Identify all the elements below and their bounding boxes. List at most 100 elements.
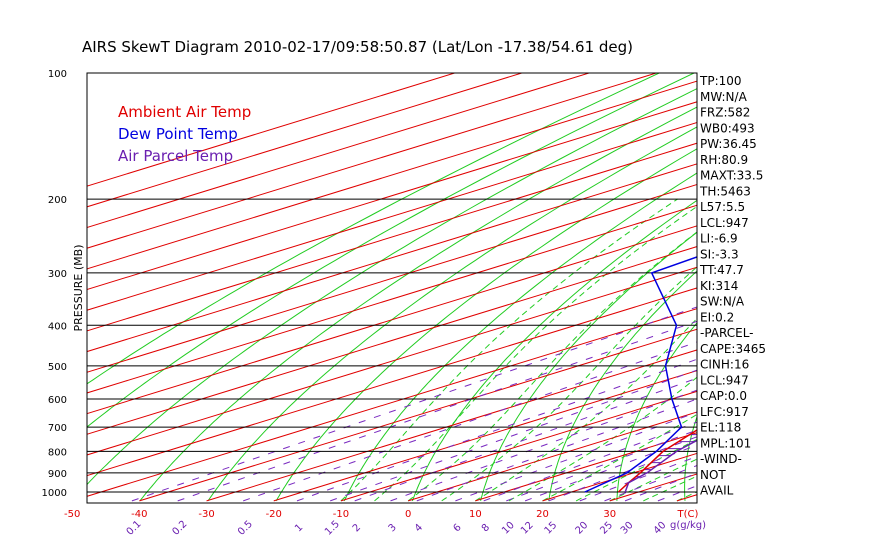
moist-adiabat-line — [508, 376, 697, 502]
mixing-ratio-line — [330, 369, 697, 502]
dry-adiabat-line — [343, 172, 697, 502]
pressure-tick-label: 500 — [48, 362, 67, 373]
mixing-ratio-label: 6 — [451, 522, 463, 534]
y-axis-label: PRESSURE (MB) — [72, 245, 85, 332]
dry-adiabat-line — [411, 199, 697, 502]
isotherm-line — [87, 163, 697, 353]
mixing-ratio-line — [390, 389, 697, 502]
bottom-temp-tick-label: -10 — [333, 509, 349, 520]
ambient-air-temp-line — [617, 429, 697, 493]
moist-adiabat-line — [441, 266, 697, 502]
bottom-temp-tick-label: -30 — [198, 509, 214, 520]
isotherm-line — [139, 328, 697, 502]
isotherm-line — [87, 308, 697, 497]
pressure-tick-label: 300 — [48, 269, 67, 280]
isotherm-line — [475, 432, 697, 502]
dry-adiabat-line — [684, 415, 697, 501]
isotherm-line — [273, 370, 697, 502]
index-label: -WIND- — [700, 452, 742, 466]
isotherm-line — [87, 142, 697, 332]
air-parcel-temp-line — [624, 439, 697, 493]
dry-adiabat-line — [480, 231, 697, 502]
isotherm-line — [87, 73, 524, 208]
index-label: -PARCEL- — [700, 326, 754, 340]
index-label: CAP:0.0 — [700, 389, 747, 403]
index-label: LI:-6.9 — [700, 232, 738, 246]
plot-frame — [86, 72, 698, 504]
pressure-tick-label: 200 — [48, 195, 67, 206]
bottom-temp-tick-label: -40 — [131, 509, 147, 520]
legend-label: Air Parcel Temp — [118, 147, 233, 165]
index-label: NOT — [700, 468, 726, 482]
mixing-ratio-label: 10 — [500, 520, 517, 537]
mixing-ratio-label: 30 — [619, 520, 636, 537]
pressure-tick-label: 900 — [48, 469, 67, 480]
index-label: EI:0.2 — [700, 310, 734, 324]
index-label: L57:5.5 — [700, 200, 745, 214]
isotherm-line — [87, 204, 697, 394]
mixing-ratio-label: 20 — [574, 520, 591, 537]
pressure-tick-label: 800 — [48, 447, 67, 458]
index-label: LCL:947 — [700, 216, 749, 230]
moist-adiabat-line — [609, 458, 697, 502]
dry-adiabat-line — [275, 148, 697, 502]
isotherm-line — [87, 80, 697, 270]
isotherm-line — [87, 73, 457, 187]
index-label: CAPE:3465 — [700, 342, 766, 356]
moist-adiabat-line — [407, 231, 697, 502]
index-label: WB0:493 — [700, 121, 755, 135]
index-label: KI:314 — [700, 279, 738, 293]
mixing-ratio-label: 0.5 — [236, 519, 255, 538]
index-label: TH:5463 — [699, 184, 751, 198]
mixing-ratio-line — [177, 320, 697, 502]
dew-point-temp-line — [584, 256, 697, 493]
bottom-temp-tick-label: -50 — [64, 509, 80, 520]
mixing-ratio-label: 15 — [543, 520, 560, 537]
bottom-temp-tick-label: 30 — [603, 509, 616, 520]
isotherm-line — [87, 287, 697, 477]
index-label: FRZ:582 — [700, 106, 750, 120]
pressure-tick-label: 1000 — [42, 488, 67, 499]
dry-adiabat-line — [87, 73, 695, 428]
dry-adiabat-line — [548, 270, 697, 501]
pressure-tick-label: 600 — [48, 395, 67, 406]
bottom-temp-tick-label: 20 — [536, 509, 549, 520]
mixing-ratio-label: 4 — [413, 522, 425, 534]
isotherm-line — [87, 225, 697, 415]
dry-adiabat-line — [750, 73, 870, 501]
index-label: LCL:947 — [700, 373, 749, 387]
index-label: SW:N/A — [700, 295, 745, 309]
isotherm-line — [87, 101, 697, 291]
mixing-ratio-label: 0.1 — [125, 519, 144, 538]
isotherm-line — [87, 73, 591, 229]
index-label: PW:36.45 — [700, 137, 757, 151]
mixing-ratio-label: 0.2 — [170, 519, 189, 538]
mixing-ratio-label: 40 — [652, 520, 669, 537]
index-label: CINH:16 — [700, 358, 749, 372]
mixing-ratio-label: 1.5 — [323, 519, 342, 538]
pressure-tick-label: 400 — [48, 321, 67, 332]
isotherm-line — [811, 54, 870, 501]
index-label: TT:47.7 — [699, 263, 744, 277]
moist-adiabat-line — [542, 413, 697, 502]
legend-label: Ambient Air Temp — [118, 103, 251, 121]
index-label: LFC:917 — [700, 405, 749, 419]
index-label: MW:N/A — [700, 90, 748, 104]
mixing-ratio-label: 25 — [598, 520, 615, 537]
isotherm-line — [87, 246, 697, 435]
pressure-tick-label: 100 — [48, 69, 67, 80]
bottom-temp-tick-label: 0 — [405, 509, 411, 520]
isotherm-line — [408, 411, 697, 502]
mixing-ratio-line — [524, 436, 697, 502]
index-label: EL:118 — [700, 421, 741, 435]
isotherm-line — [87, 184, 697, 373]
pressure-tick-label: 700 — [48, 423, 67, 434]
isotherm-line — [87, 73, 658, 249]
index-label: TP:100 — [699, 74, 742, 88]
bottom-temp-tick-label: -20 — [266, 509, 282, 520]
isotherm-line — [340, 390, 697, 502]
isotherm-line — [87, 121, 697, 311]
index-label: SI:-3.3 — [700, 247, 739, 261]
mixing-ratio-label: 12 — [519, 520, 536, 537]
